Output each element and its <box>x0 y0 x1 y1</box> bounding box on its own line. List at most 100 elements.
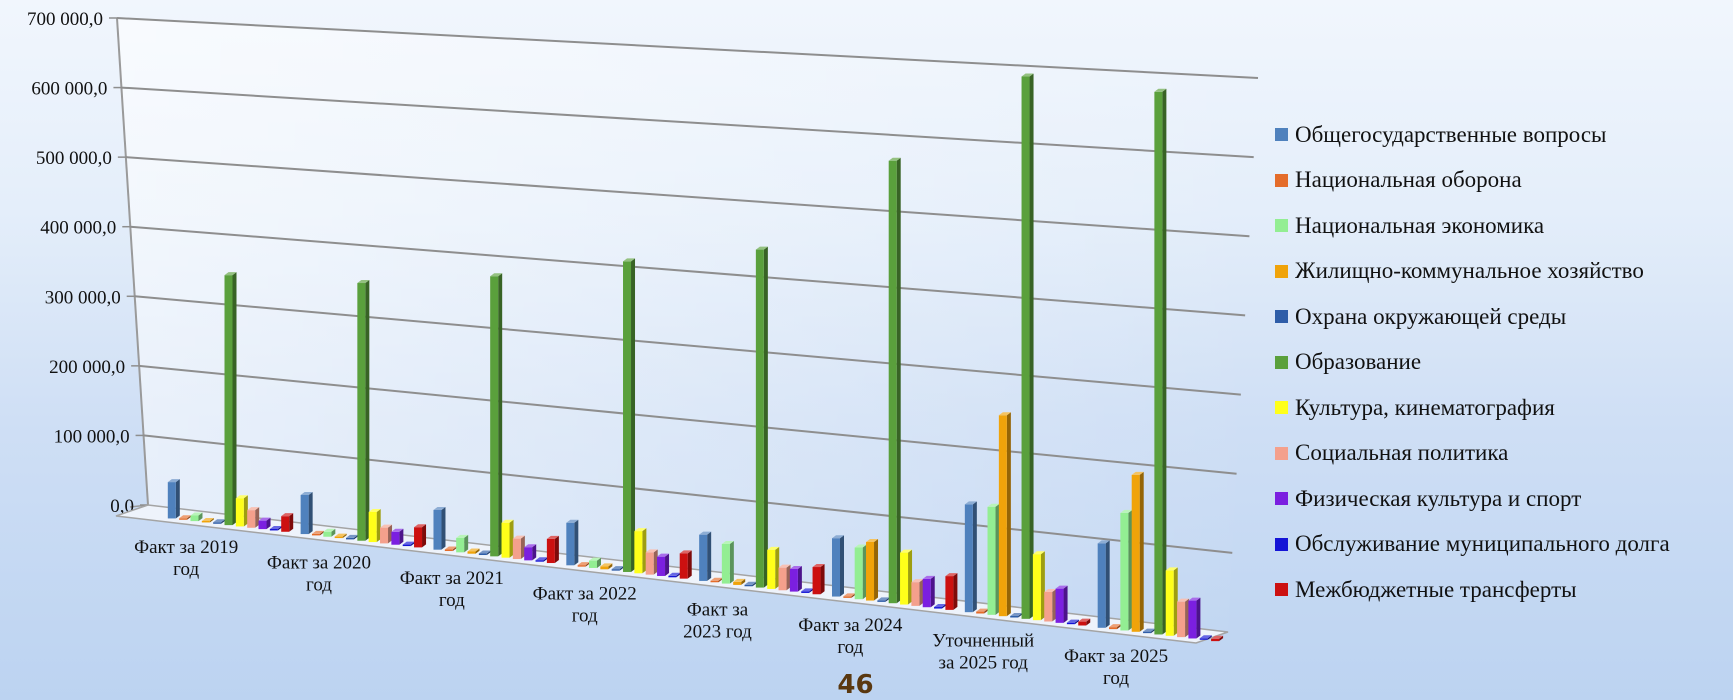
bar <box>877 597 890 602</box>
bar <box>964 501 977 613</box>
bar-side <box>554 535 559 564</box>
gridline <box>139 364 1237 475</box>
bar-top <box>987 503 1000 507</box>
bar-front <box>699 534 708 581</box>
bar-front <box>1044 591 1053 622</box>
bar-front <box>755 249 764 588</box>
bar-top <box>900 549 913 553</box>
bar <box>1078 618 1091 626</box>
y-tick-label: 500 000,0 <box>36 148 112 169</box>
bar-side <box>175 479 180 519</box>
legend-item: Социальная политика <box>1275 431 1670 477</box>
bar-front <box>1165 570 1174 636</box>
bar-front <box>1177 601 1186 638</box>
bar-front <box>501 522 510 558</box>
bar-front <box>269 528 278 531</box>
bar-front <box>733 581 742 585</box>
bar <box>546 535 559 564</box>
bar <box>843 593 856 598</box>
gridline <box>121 86 1254 159</box>
bar <box>733 578 746 585</box>
legend-label: Национальная оборона <box>1295 167 1522 193</box>
bar <box>934 604 947 609</box>
bar-front <box>368 511 377 543</box>
bar-group <box>167 272 294 532</box>
bar-side <box>1086 618 1091 626</box>
legend-item: Национальная оборона <box>1275 158 1670 204</box>
bar-top <box>258 517 271 521</box>
bar-side <box>896 157 901 604</box>
bar-side <box>1029 73 1034 619</box>
bar-side <box>1219 635 1224 642</box>
bar-side <box>797 565 802 592</box>
bar-side <box>1018 613 1023 618</box>
bar-top <box>1211 635 1224 639</box>
bar <box>699 531 712 581</box>
bar-side <box>308 491 313 535</box>
bar-top <box>323 528 336 532</box>
x-category-label: Уточненный за 2025 год <box>932 631 1034 674</box>
bar-top <box>964 501 977 505</box>
bar <box>657 553 670 576</box>
legend-swatch <box>1275 537 1288 551</box>
bar-side <box>498 273 503 557</box>
bar <box>832 535 844 597</box>
bar-side <box>388 524 393 544</box>
bar-top <box>1021 73 1034 77</box>
bar-top <box>414 524 427 528</box>
bar-top <box>391 528 404 532</box>
x-category-label-line: Факт за 2019 <box>134 537 238 558</box>
legend-swatch <box>1275 583 1288 597</box>
bar-top <box>1154 88 1167 92</box>
bar <box>623 258 636 572</box>
bar-front <box>490 276 499 557</box>
bar-side <box>840 535 844 597</box>
bar-side <box>729 540 734 584</box>
legend-label: Социальная политика <box>1295 440 1509 466</box>
bar-side <box>486 550 491 556</box>
bar-top <box>1078 618 1091 622</box>
bar-front <box>456 537 465 553</box>
bar-front <box>1188 600 1197 639</box>
bar <box>1188 597 1201 639</box>
x-category-label-line: год <box>306 574 332 595</box>
bar-front <box>444 549 453 552</box>
bar-front <box>334 536 343 539</box>
x-category-label-line: Факт за 2025 <box>1064 646 1168 667</box>
bar-front <box>1097 543 1106 628</box>
x-category-label-line: год <box>572 606 598 627</box>
legend-label: Национальная экономика <box>1295 212 1545 238</box>
x-category-label-line: Факт за <box>687 599 749 620</box>
x-category-label-line: Факт за 2021 <box>400 568 504 589</box>
y-tick-label: 200 000,0 <box>49 357 125 378</box>
bar <box>380 524 393 544</box>
bar-top <box>247 507 260 511</box>
bar-side <box>277 525 282 531</box>
bar <box>213 519 226 524</box>
bar-side <box>441 506 446 550</box>
bar-group <box>964 73 1091 626</box>
bar-side <box>319 530 324 536</box>
bar-front <box>710 580 719 583</box>
y-tick-label: 600 000,0 <box>31 79 107 100</box>
legend-label: Физическая культура и спорт <box>1295 485 1582 511</box>
bar <box>467 548 480 554</box>
bar-side <box>1151 628 1156 634</box>
bar-top <box>346 534 358 538</box>
legend-item: Межбюджетные трансферты <box>1275 567 1670 613</box>
bar-front <box>346 537 354 540</box>
bar-front <box>512 538 521 560</box>
bar-side <box>509 519 514 558</box>
bar <box>201 517 214 523</box>
bar <box>414 524 427 548</box>
y-tick-label: 100 000,0 <box>54 426 130 447</box>
bar-top <box>812 564 825 568</box>
bar <box>577 562 590 567</box>
bar-top <box>611 566 624 570</box>
legend-item: Образование <box>1275 340 1670 386</box>
bar-front <box>721 543 730 584</box>
bar-front <box>900 552 909 605</box>
bar-front <box>1154 91 1163 635</box>
bar-top <box>478 550 491 554</box>
bar-top <box>1199 635 1212 639</box>
